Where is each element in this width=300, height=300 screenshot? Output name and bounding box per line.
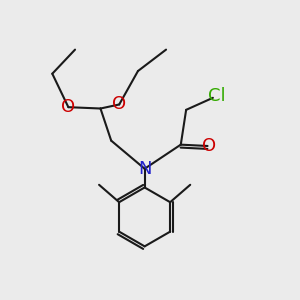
Text: O: O	[61, 98, 75, 116]
Text: Cl: Cl	[208, 88, 226, 106]
Text: N: N	[138, 160, 152, 178]
Text: O: O	[112, 95, 126, 113]
Text: O: O	[202, 137, 216, 155]
